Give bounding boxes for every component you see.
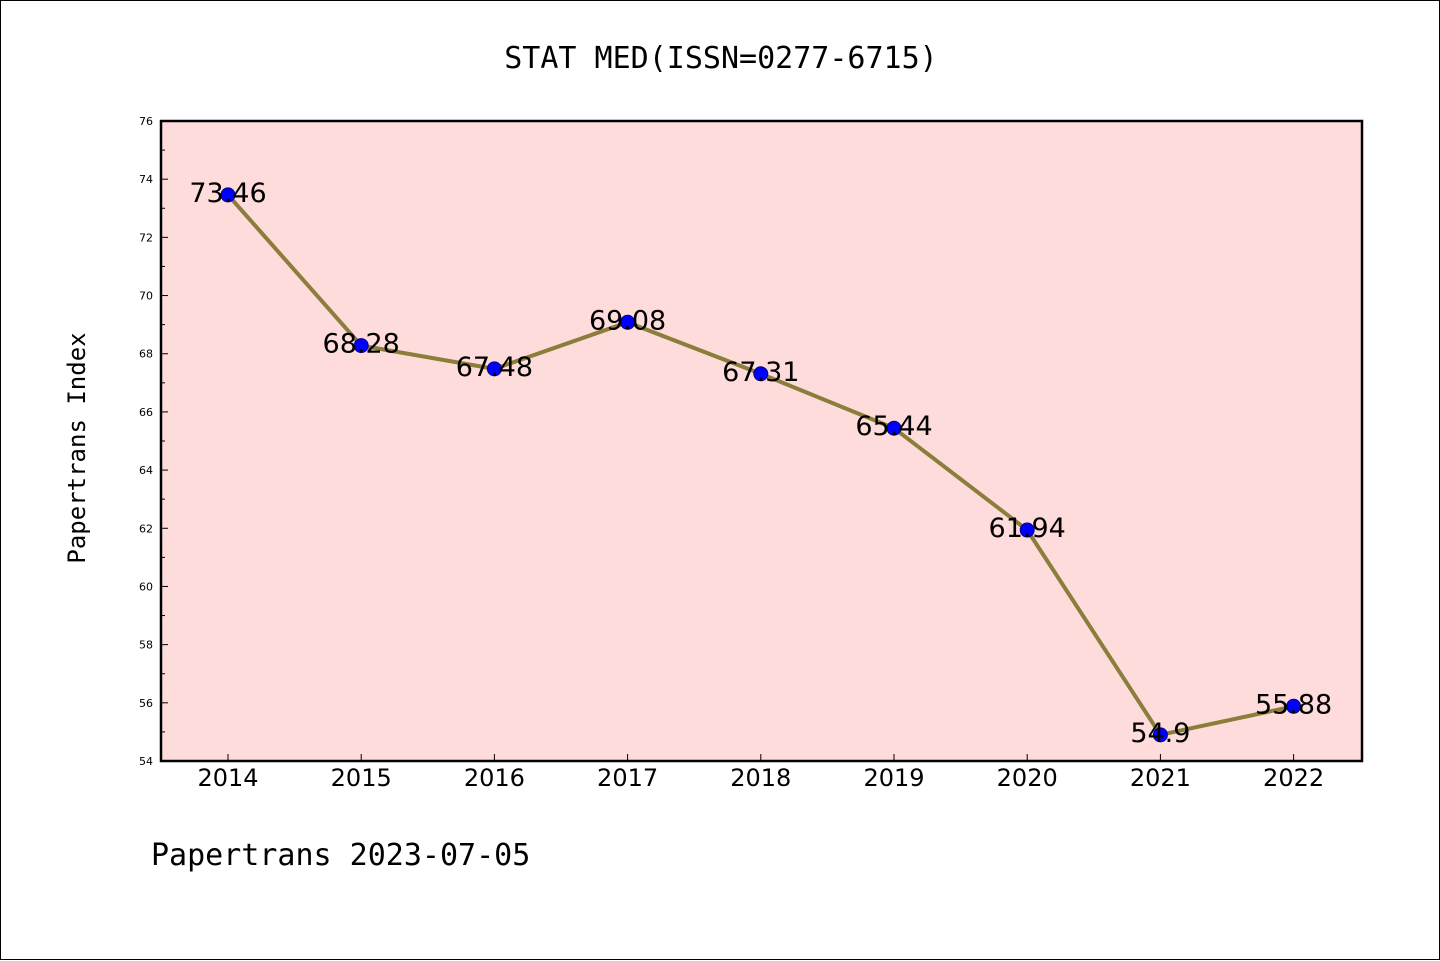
y-tick-label: 58	[139, 639, 153, 652]
y-tick-label: 70	[139, 290, 153, 303]
data-point	[753, 366, 769, 382]
y-tick-label: 76	[139, 115, 153, 128]
data-point	[1286, 698, 1302, 714]
x-tick-label: 2022	[1263, 764, 1324, 792]
data-label: 55.88	[1255, 689, 1332, 720]
data-point	[1019, 522, 1035, 538]
data-point	[220, 187, 236, 203]
y-tick-label: 54	[139, 755, 153, 768]
x-tick-label: 2014	[197, 764, 258, 792]
data-labels: 73.46 68.28 67.48 69.08 67.31 65.44 61.94 54.9 5…	[189, 178, 1332, 749]
y-tick-label: 66	[139, 406, 153, 419]
data-label: 67.31	[722, 357, 799, 388]
x-tick-label: 2020	[997, 764, 1058, 792]
data-point	[486, 361, 502, 377]
x-tick-label: 2017	[597, 764, 658, 792]
data-label: 67.48	[456, 352, 533, 383]
x-tick-label: 2016	[464, 764, 525, 792]
data-label: 69.08	[589, 305, 666, 336]
x-tick-label: 2015	[331, 764, 392, 792]
y-tick-label: 64	[139, 464, 153, 477]
x-tick-label: 2018	[730, 764, 791, 792]
data-label: 54.9	[1130, 718, 1190, 749]
x-tick-label: 2019	[863, 764, 924, 792]
y-tick-label: 72	[139, 231, 153, 244]
footer-credit: Papertrans 2023-07-05	[151, 838, 530, 873]
data-markers	[220, 187, 1302, 743]
y-tick-label: 60	[139, 580, 153, 593]
plot-border	[159, 119, 1364, 763]
y-tick-label: 56	[139, 697, 153, 710]
data-point	[620, 314, 636, 330]
y-axis: 54 56 58 60 62 64 66 68 70 72 74 76	[139, 115, 168, 768]
x-axis: 2014 2015 2016 2017 2018 2019 2020 2021 2022	[197, 754, 1324, 792]
y-tick-label: 74	[139, 173, 153, 186]
chart-title: STAT MED(ISSN=0277-6715)	[504, 41, 937, 76]
y-tick-label: 68	[139, 348, 153, 361]
data-point	[1152, 727, 1168, 743]
y-axis-label: Papertrans Index	[63, 332, 91, 563]
data-label: 61.94	[989, 513, 1066, 544]
plot-area	[161, 121, 1362, 761]
data-label: 65.44	[855, 411, 932, 442]
x-tick-label: 2021	[1130, 764, 1191, 792]
data-point	[886, 420, 902, 436]
data-label: 73.46	[189, 178, 266, 209]
y-tick-label: 62	[139, 522, 153, 535]
data-point	[353, 338, 369, 354]
data-label: 68.28	[323, 329, 400, 360]
